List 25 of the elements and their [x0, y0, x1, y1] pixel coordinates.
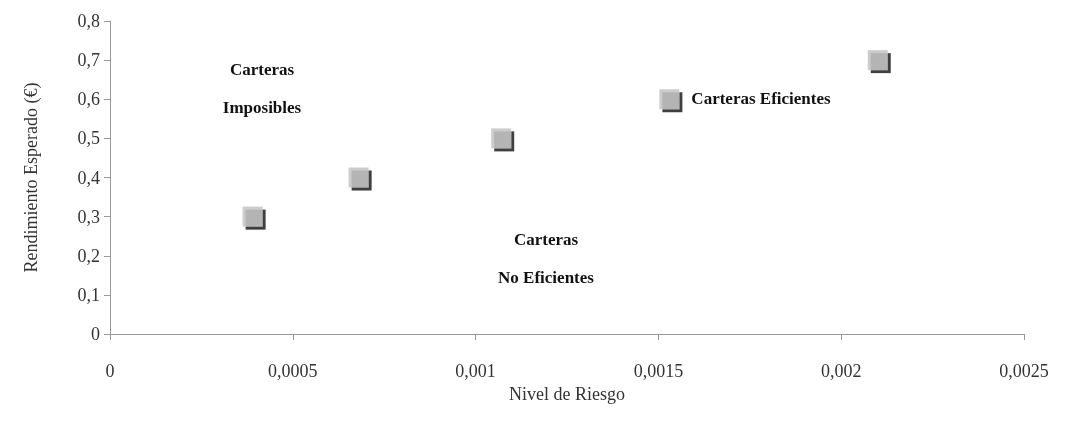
- annotation: Carteras Eficientes: [691, 88, 832, 108]
- x-tick-label: 0,0025: [999, 361, 1049, 381]
- x-tick-label: 0,0015: [633, 361, 684, 381]
- x-tick-label: 0,0005: [268, 361, 318, 381]
- annotation: Carteras Imposibles: [222, 59, 302, 117]
- point: [242, 206, 263, 227]
- point: [491, 128, 512, 149]
- y-tick-label: 0,7: [77, 50, 100, 71]
- y-tick-label: 0,8: [77, 11, 100, 31]
- y-tick-label: 0,4: [77, 167, 100, 188]
- x-axis-title: Nivel de Riesgo: [509, 383, 625, 404]
- y-tick-label: 0,1: [77, 284, 100, 305]
- x-tick-label: 0: [105, 361, 115, 381]
- y-tick-label: 0,5: [77, 128, 100, 149]
- x-tick-label: 0,002: [820, 361, 862, 381]
- y-tick-label: 0,3: [77, 206, 100, 227]
- x-tick-label: 0,001: [455, 361, 496, 381]
- y-tick-label: 0,6: [77, 89, 100, 110]
- y-tick-label: 0: [91, 324, 100, 344]
- annotation: Carteras No Eficientes: [498, 229, 595, 287]
- y-tick-label: 0,2: [77, 245, 100, 266]
- point: [348, 167, 369, 188]
- point: [659, 89, 680, 110]
- y-axis-title: Rendimiento Esperado (€): [21, 82, 42, 273]
- point: [867, 50, 888, 71]
